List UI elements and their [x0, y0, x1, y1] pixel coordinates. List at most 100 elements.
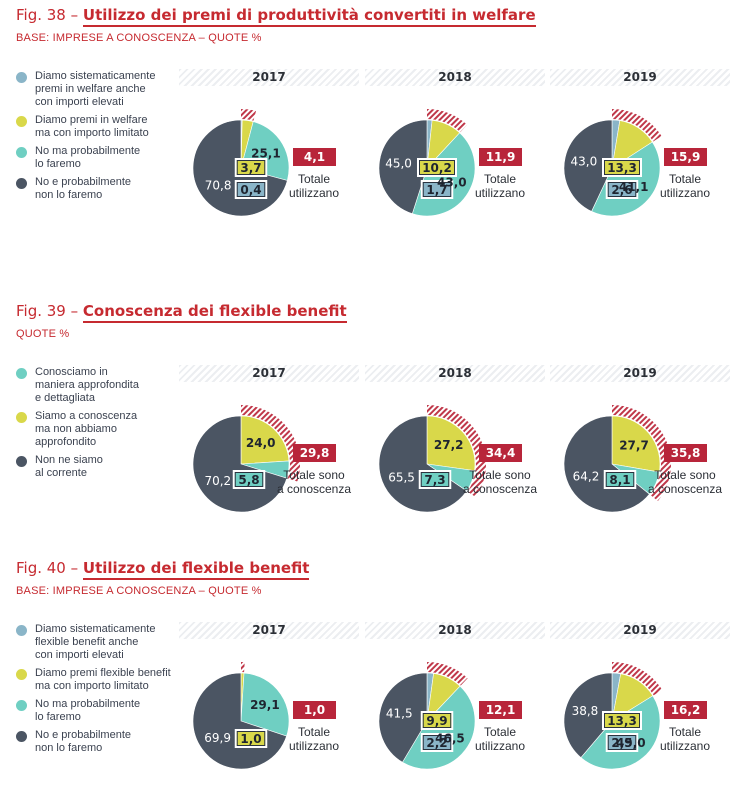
year-label: 2017: [252, 366, 286, 380]
legend-swatch: [16, 147, 27, 158]
pie-slice: [611, 415, 661, 473]
legend-swatch: [16, 368, 27, 379]
data-label: 2,2: [426, 736, 447, 750]
total-caption: Totale utilizzano: [474, 172, 526, 200]
pie-slice: [240, 415, 290, 465]
data-label: 5,8: [238, 473, 259, 487]
figure-number: Fig. 40 –: [16, 559, 79, 577]
total-hatch-arc: [241, 109, 257, 121]
pie-chart: 27,7 8,1 64,2: [563, 405, 671, 513]
legend-label: No ma probabilmente lo faremo: [35, 698, 141, 723]
data-label: 41,1: [619, 180, 649, 194]
total-caption: Totale sono a conoscenza: [647, 468, 723, 496]
data-label: 2,6: [611, 183, 632, 197]
boxed-data-label: 13,3: [602, 158, 642, 177]
pie-slice: [378, 119, 428, 215]
total-value-badge: 34,4: [479, 444, 522, 462]
data-label: 45,0: [385, 157, 412, 171]
figure-base-note: QUOTE %: [16, 328, 70, 340]
year-header: 2019: [550, 622, 730, 639]
year-header: 2017: [179, 365, 359, 382]
total-value-badge: 16,2: [664, 701, 707, 719]
year-label: 2019: [623, 623, 657, 637]
total-hatch-arc: [427, 109, 468, 133]
data-label: 10,2: [422, 161, 452, 175]
total-hatch-arc: [612, 662, 663, 696]
data-label: 3,7: [240, 161, 261, 175]
boxed-data-label: 0,4: [234, 180, 268, 199]
legend-label: Diamo premi flexible benefit ma con impo…: [35, 667, 171, 692]
data-label: 1,7: [426, 183, 447, 197]
data-label: 43,0: [571, 155, 598, 169]
legend-label: Diamo sistematicamente premi in welfare …: [35, 70, 156, 108]
legend-label: Siamo a conoscenza ma non abbiamo approf…: [35, 410, 138, 448]
legend-swatch: [16, 72, 27, 83]
year-label: 2017: [252, 623, 286, 637]
figure-name: Utilizzo dei flexible benefit: [82, 559, 310, 580]
legend-label: Conosciamo in maniera approfondita e det…: [35, 366, 139, 404]
boxed-data-label: 1,0: [234, 729, 268, 748]
legend: Diamo sistematicamente flexible benefit …: [16, 623, 191, 760]
figure-number: Fig. 39 –: [16, 302, 79, 320]
boxed-data-label: 8,1: [603, 470, 637, 489]
pie-slice: [240, 672, 290, 737]
year-label: 2019: [623, 366, 657, 380]
figure-name: Conoscenza dei flexible benefit: [82, 302, 347, 323]
data-label: 64,2: [573, 469, 600, 483]
year-label: 2018: [438, 70, 472, 84]
year-header: 2017: [179, 622, 359, 639]
data-label: 38,8: [572, 704, 599, 718]
data-label: 70,2: [204, 474, 231, 488]
legend-item: Siamo a conoscenza ma non abbiamo approf…: [16, 410, 191, 449]
data-label: 2,9: [611, 736, 632, 750]
data-label: 45,0: [616, 736, 646, 750]
boxed-data-label: 2,6: [605, 180, 639, 199]
total-caption: Totale utilizzano: [659, 172, 711, 200]
year-header: 2019: [550, 69, 730, 86]
year-header: 2018: [365, 622, 545, 639]
figure-base-note: BASE: IMPRESE A CONOSCENZA – QUOTE %: [16, 32, 262, 44]
legend-item: No ma probabilmente lo faremo: [16, 698, 191, 724]
legend: Diamo sistematicamente premi in welfare …: [16, 70, 191, 207]
boxed-data-label: 2,2: [420, 733, 454, 752]
pie-chart: 24,0 5,8 70,2: [192, 405, 300, 513]
figure-number: Fig. 38 –: [16, 6, 79, 24]
data-label: 27,2: [434, 438, 464, 452]
total-hatch-arc: [241, 662, 245, 673]
figure-name: Utilizzo dei premi di produttività conve…: [82, 6, 536, 27]
figure-3: Fig. 40 – Utilizzo dei flexible benefit B…: [0, 553, 751, 803]
year-header: 2019: [550, 365, 730, 382]
pie-chart: 2,2 9,9 46,5 41,5: [378, 662, 476, 770]
data-label: 0,4: [240, 183, 261, 197]
legend-label: Diamo sistematicamente flexible benefit …: [35, 623, 156, 661]
boxed-data-label: 2,9: [605, 733, 639, 752]
year-header: 2018: [365, 365, 545, 382]
legend-label: Diamo premi in welfare ma con importo li…: [35, 114, 149, 139]
figure-2: Fig. 39 – Conoscenza dei flexible benefi…: [0, 296, 751, 546]
legend-swatch: [16, 731, 27, 742]
boxed-data-label: 5,8: [232, 470, 266, 489]
data-label: 29,1: [250, 698, 280, 712]
legend-item: Diamo premi in welfare ma con importo li…: [16, 114, 191, 140]
total-caption: Totale utilizzano: [288, 725, 340, 753]
legend-label: No e probabilmente non lo faremo: [35, 176, 132, 201]
data-label: 70,8: [205, 179, 232, 193]
total-caption: Totale sono a conoscenza: [276, 468, 352, 496]
data-label: 13,3: [607, 161, 637, 175]
total-value-badge: 29,8: [293, 444, 336, 462]
pie-slice: [563, 672, 613, 759]
data-label: 65,5: [388, 470, 415, 484]
total-value-badge: 12,1: [479, 701, 522, 719]
total-caption: Totale utilizzano: [288, 172, 340, 200]
legend-label: No ma probabilmente lo faremo: [35, 145, 141, 170]
data-label: 1,0: [240, 732, 261, 746]
total-value-badge: 11,9: [479, 148, 522, 166]
boxed-data-label: 1,7: [420, 180, 454, 199]
legend-label: Non ne siamo al corrente: [35, 454, 103, 479]
pie-chart: 1,7 10,243,0 45,0: [378, 109, 476, 217]
data-label: 69,9: [204, 731, 231, 745]
legend-swatch: [16, 625, 27, 636]
total-caption: Totale sono a conoscenza: [462, 468, 538, 496]
legend-item: Diamo premi flexible benefit ma con impo…: [16, 667, 191, 693]
legend-item: Diamo sistematicamente premi in welfare …: [16, 70, 191, 109]
